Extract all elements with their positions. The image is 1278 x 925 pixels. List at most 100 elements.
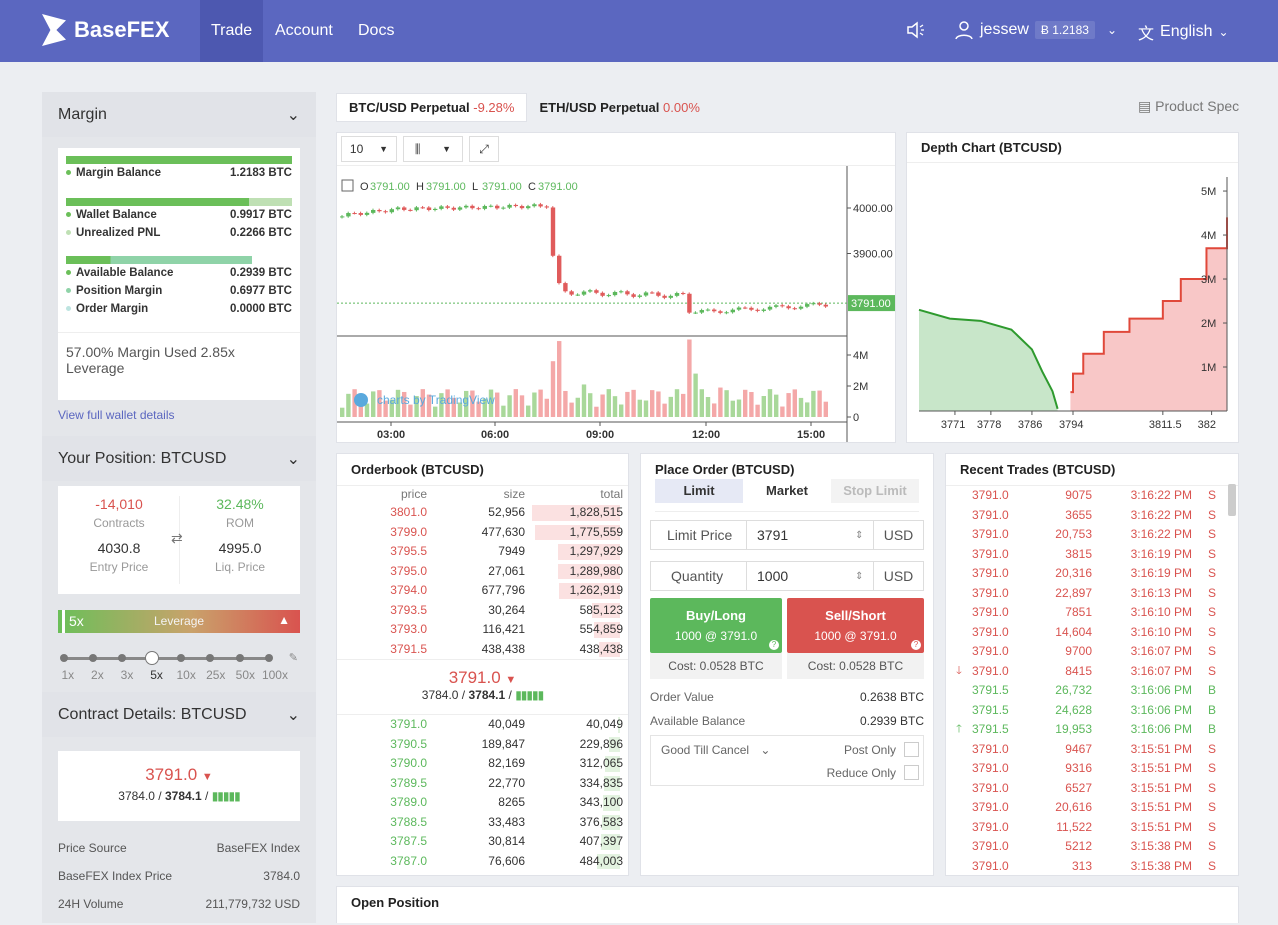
candle-body [805,304,810,307]
reduce-only-checkbox[interactable] [904,765,919,780]
volume-bar [402,391,407,417]
contract-title: Contract Details: BTCUSD [58,705,247,723]
edit-icon[interactable]: ✎ [288,652,298,664]
down-arrow-icon: ▼ [201,771,213,783]
trade-time: 3:16:13 PM [1130,585,1192,600]
ask-row[interactable]: 3801.0 52,956 1,828,515 [337,503,628,523]
depth-x-tick-label: 382 [1198,419,1216,431]
sell-short-button[interactable]: Sell/Short 1000 @ 3791.0 ? [787,598,924,653]
product-spec-link[interactable]: ▤ Product Spec [1138,98,1240,114]
orderbook-title: Orderbook (BTCUSD) [337,454,628,486]
stepper-icon[interactable]: ⇕ [855,529,864,541]
bid-row[interactable]: 3789.5 22,770 334,835 [337,774,628,794]
fullscreen-button[interactable]: ⤢ [469,136,499,162]
candle-body [482,206,487,209]
depth-x-tick-label: 3786 [1018,419,1042,431]
tab-market[interactable]: Market [766,483,808,498]
volume-bar [761,396,766,417]
bid-row[interactable]: 3788.5 33,483 376,583 [337,813,628,833]
contract-section-header[interactable]: Contract Details: BTCUSD ⌄ [42,692,316,737]
bid-row[interactable]: 3790.0 82,169 312,065 [337,754,628,774]
depth-chart-svg[interactable]: 5M 4M 3M 2M 1M 3771 3778 3786 3794 3811.5 382 [907,163,1238,439]
nav-trade[interactable]: Trade [200,0,264,62]
leverage-slider[interactable]: ✎ [58,651,300,665]
trade-time: 3:16:22 PM [1130,488,1192,502]
help-icon[interactable]: ? [911,640,921,650]
ask-size: 27,061 [488,563,525,578]
bid-row[interactable]: 3787.5 30,814 407,397 [337,832,628,852]
ask-total: 1,297,929 [569,544,623,558]
candle-body [650,292,655,294]
position-section-header[interactable]: Your Position: BTCUSD ⌄ [42,436,316,481]
scrollbar-thumb[interactable] [1228,484,1236,516]
candle-body [687,293,692,313]
tab-btc-perpetual[interactable]: BTC/USD Perpetual -9.28% [336,92,528,122]
volume-bar [383,400,388,417]
post-only-checkbox[interactable] [904,742,919,757]
brand-logo[interactable]: BaseFEX [42,14,169,46]
trade-marker [946,798,972,818]
ask-row[interactable]: 3799.0 477,630 1,775,559 [337,523,628,543]
user-menu[interactable]: jessew Ƀ 1.2183 ⌄ [954,20,1117,40]
volume-bar [557,341,562,417]
language-selector[interactable]: 文 English ⌄ [1138,20,1229,44]
quantity-input[interactable]: 1000 [757,568,789,584]
orderbook-bids: 3791.0 40,049 40,049 3790.5 189,847 229,896 37… [337,715,628,871]
limit-price-input[interactable]: 3791 [757,527,789,543]
ask-row[interactable]: 3793.0 116,421 554,859 [337,620,628,640]
leverage-bar[interactable]: 5x Leverage ▲ [58,610,300,633]
ask-depth-bar [534,524,620,540]
ask-total: 1,828,515 [569,505,623,519]
ask-row[interactable]: 3791.5 438,438 438,438 [337,640,628,660]
help-icon[interactable]: ? [769,640,779,650]
margin-section-header[interactable]: Margin ⌄ [42,92,316,137]
trade-time: 3:15:51 PM [1130,819,1192,834]
volume-bar [749,392,754,417]
price-tick-label: 3900.00 [853,249,893,261]
trade-row: 3791.5 26,732 3:16:06 PM B [946,681,1238,701]
volume-bar [433,406,438,417]
ask-row[interactable]: 3793.5 30,264 585,123 [337,601,628,621]
ask-row[interactable]: 3795.0 27,061 1,289,980 [337,562,628,582]
candle-body [581,291,587,295]
bid-row[interactable]: 3787.0 76,606 484,003 [337,852,628,872]
stepper-icon[interactable]: ⇕ [855,570,864,582]
ask-size: 477,630 [481,524,525,539]
nav-docs[interactable]: Docs [358,22,395,39]
tab-stop-limit[interactable]: Stop Limit [831,479,919,503]
chart-type-selector[interactable]: ⫼ ▼ [403,136,463,162]
ask-row[interactable]: 3795.5 7949 1,297,929 [337,542,628,562]
margin-balance-bar [66,156,292,164]
bid-row[interactable]: 3791.0 40,049 40,049 [337,715,628,735]
limit-price-label: Limit Price [651,521,747,549]
tab-limit[interactable]: Limit [655,479,743,503]
buy-long-button[interactable]: Buy/Long 1000 @ 3791.0 ? [650,598,782,653]
candle-body [811,303,816,305]
time-in-force-select[interactable]: Good Till Cancel ⌄ [661,743,771,757]
tab-eth-perpetual[interactable]: ETH/USD Perpetual 0.00% [539,99,700,115]
price-chart-svg[interactable]: 4000.00 3900.00 3791.00 4M 2M 0 03:00 06:00 09:0… [337,166,895,442]
trade-time: 3:15:38 PM [1130,839,1192,853]
ohlc-value: 3791.00 [538,181,578,193]
view-wallet-link[interactable]: View full wallet details [58,408,175,422]
reduce-only-option[interactable]: Reduce Only [827,765,919,780]
nav-account[interactable]: Account [275,22,333,39]
post-only-option[interactable]: Post Only [844,742,919,757]
quantity-field: Quantity 1000 ⇕ USD [650,561,924,591]
interval-selector[interactable]: 10 ▼ [341,136,397,162]
brand-name: BaseFEX [74,17,170,42]
trade-row: 3791.0 20,753 3:16:22 PM S [946,525,1238,545]
candle-body [612,291,618,296]
trade-price: 3791.0 [972,663,1009,678]
trade-row: 3791.0 14,604 3:16:10 PM S [946,623,1238,643]
candle-body [588,290,593,292]
sound-toggle[interactable] [906,20,928,40]
trade-marker [946,681,972,701]
time-tick-label: 03:00 [377,429,405,441]
ask-row[interactable]: 3794.0 677,796 1,262,919 [337,581,628,601]
leverage-slider-handle[interactable] [145,651,159,665]
bid-row[interactable]: 3790.5 189,847 229,896 [337,735,628,755]
trade-row: 3791.5 24,628 3:16:06 PM B [946,701,1238,721]
bid-row[interactable]: 3789.0 8265 343,100 [337,793,628,813]
candle-body [538,204,543,207]
